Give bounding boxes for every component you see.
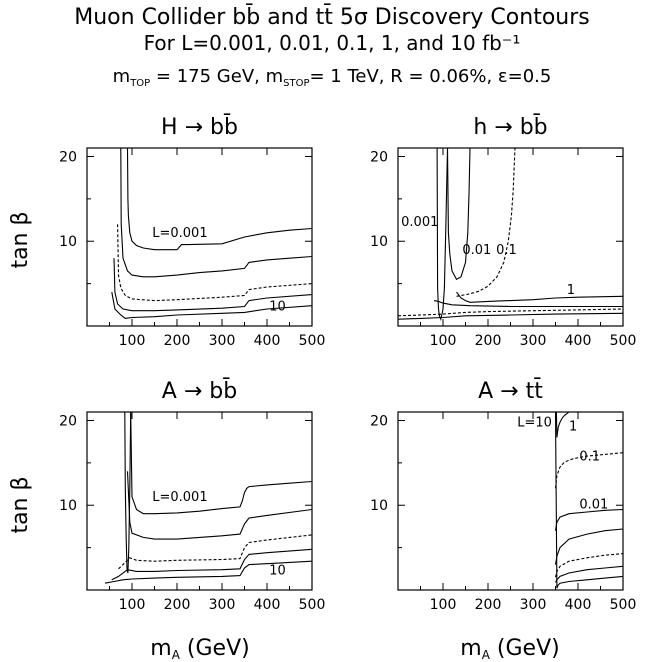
contour-line-3 xyxy=(456,148,516,297)
x-tick-label: 500 xyxy=(610,597,637,613)
x-axis-unit: (GeV) xyxy=(490,636,560,661)
y-tick-label: 20 xyxy=(370,149,388,165)
contour-line-3 xyxy=(554,508,623,531)
x-axis-symbol: m xyxy=(460,636,481,661)
param-mstop-subscript: STOP xyxy=(283,78,309,89)
contour-line-4 xyxy=(456,291,623,303)
x-tick-label: 300 xyxy=(520,333,547,349)
contour-line-2 xyxy=(446,148,471,281)
contour-line-6 xyxy=(104,560,312,584)
panel-4: A → tt̄ 100 200 300 400 500 10 20 L=10 10.1 0.01 xyxy=(370,378,636,613)
y-tick-label: 20 xyxy=(59,413,77,429)
x-axis-label-right: mA (GeV) xyxy=(460,636,559,662)
x-tick-label: 500 xyxy=(299,333,326,349)
x-tick-label: 400 xyxy=(565,333,592,349)
contour-annotation: 1 xyxy=(569,420,577,435)
contour-line-7 xyxy=(554,412,623,589)
contour-line-4 xyxy=(118,534,312,570)
panel-title: H → bb̄ xyxy=(161,114,238,140)
contour-annotation: 0.001 xyxy=(401,215,438,230)
panel-1: H → bb̄ 100 200 300 400 500 10 20 L=0.001 10 xyxy=(59,114,325,349)
x-tick-label: 200 xyxy=(475,333,502,349)
x-tick-label: 400 xyxy=(254,597,281,613)
curves xyxy=(554,412,623,589)
x-tick-label: 300 xyxy=(209,597,236,613)
x-tick-label: 100 xyxy=(119,597,146,613)
param-mstop-value: = 1 TeV, R = 0.06%, ε=0.5 xyxy=(310,66,552,87)
param-mtop-symbol: m xyxy=(113,66,131,87)
figure-subtitle: For L=0.001, 0.01, 0.1, 1, and 10 fb⁻¹ xyxy=(144,31,521,55)
figure-params: mTOP = 175 GeV, mSTOP= 1 TeV, R = 0.06%,… xyxy=(113,66,552,89)
curves xyxy=(104,412,312,584)
contour-line-2 xyxy=(130,412,312,515)
curves xyxy=(111,148,312,319)
contour-annotation: 0.1 xyxy=(496,243,517,258)
contour-annotation: 0.01 xyxy=(579,498,608,513)
panel-2: h → bb̄ 100 200 300 400 500 10 20 0.001 0.01 0.1 1 xyxy=(370,114,636,349)
contour-line-1 xyxy=(436,148,449,321)
x-tick-label: 400 xyxy=(565,597,592,613)
x-tick-label: 400 xyxy=(254,333,281,349)
contour-line-2 xyxy=(554,452,623,489)
x-tick-label: 300 xyxy=(209,333,236,349)
x-axis-symbol: m xyxy=(150,636,171,661)
panel-title: A → bb̄ xyxy=(162,378,237,404)
y-tick-label: 10 xyxy=(370,498,388,514)
contour-annotation: L=0.001 xyxy=(152,490,207,505)
y-tick-label: 10 xyxy=(370,234,388,250)
contour-line-1 xyxy=(124,412,132,574)
contour-line-5 xyxy=(111,548,312,581)
x-tick-label: 100 xyxy=(430,333,457,349)
contour-annotation: 10 xyxy=(269,300,286,315)
contour-line-4 xyxy=(554,528,623,565)
x-tick-label: 200 xyxy=(164,333,191,349)
y-tick-label: 10 xyxy=(59,234,77,250)
contour-line-1 xyxy=(126,148,312,251)
y-axis-label-bottom: tan β xyxy=(8,476,33,533)
x-axis-unit: (GeV) xyxy=(180,636,250,661)
panel-title: A → tt̄ xyxy=(478,378,543,404)
x-tick-label: 200 xyxy=(164,597,191,613)
y-tick-label: 10 xyxy=(59,498,77,514)
panel-3: A → bb̄ 100 200 300 400 500 10 20 L=0.001 10 xyxy=(59,378,325,613)
contour-annotation: L=10 xyxy=(517,415,552,430)
x-tick-label: 200 xyxy=(475,597,502,613)
y-tick-label: 20 xyxy=(59,149,77,165)
plot-frame xyxy=(397,147,624,327)
x-axis-label-left: mA (GeV) xyxy=(150,636,249,662)
contour-line-4 xyxy=(113,258,312,312)
x-tick-label: 300 xyxy=(520,597,547,613)
y-tick-label: 20 xyxy=(370,413,388,429)
y-axis-label-top: tan β xyxy=(8,211,33,268)
x-tick-label: 100 xyxy=(430,597,457,613)
contour-annotation: 1 xyxy=(567,283,575,298)
contour-annotation: L=0.001 xyxy=(152,226,207,241)
x-tick-label: 100 xyxy=(119,333,146,349)
contour-annotation: 10 xyxy=(269,564,286,579)
x-tick-label: 500 xyxy=(299,597,326,613)
contour-annotation: 0.01 xyxy=(462,243,491,258)
contour-annotation: 0.1 xyxy=(579,449,600,464)
curves xyxy=(398,148,623,321)
contour-line-5 xyxy=(111,292,312,319)
x-axis-subscript: A xyxy=(172,648,181,662)
contour-line-3 xyxy=(126,471,312,540)
x-tick-label: 500 xyxy=(610,333,637,349)
param-mtop-subscript: TOP xyxy=(129,78,150,89)
param-mstop-symbol: m xyxy=(266,66,284,87)
param-mtop-value: = 175 GeV, xyxy=(150,66,265,87)
figure-title: Muon Collider bb̄ and tt̄ 5σ Discovery C… xyxy=(74,4,590,30)
contour-line-1 xyxy=(555,412,570,438)
contour-line-5 xyxy=(433,300,623,308)
contour-line-3 xyxy=(117,224,312,302)
panel-title: h → bb̄ xyxy=(473,114,547,140)
contour-line-2 xyxy=(120,148,312,278)
contour-line-7 xyxy=(398,312,623,320)
contour-line-6 xyxy=(398,308,623,317)
x-axis-subscript: A xyxy=(482,648,491,662)
